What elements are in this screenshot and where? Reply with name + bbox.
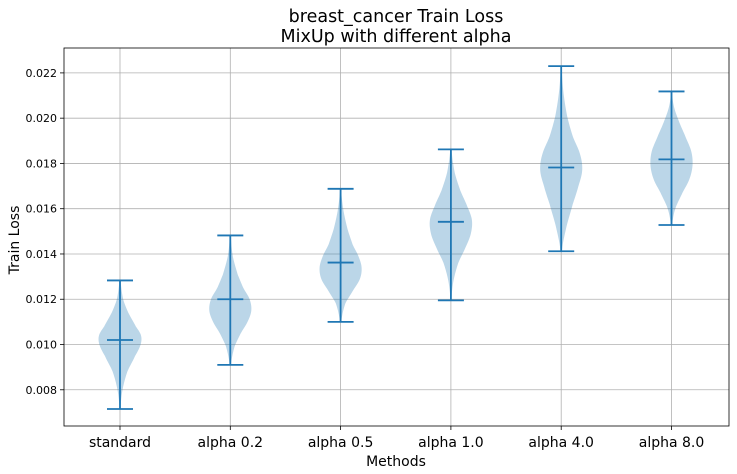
y-tick-label: 0.022 <box>26 67 58 80</box>
y-tick-label: 0.016 <box>26 203 58 216</box>
y-tick-label: 0.014 <box>26 248 58 261</box>
violin-layer <box>98 65 693 410</box>
y-tick-label: 0.020 <box>26 112 58 125</box>
x-tick-label: alpha 0.2 <box>198 435 264 451</box>
y-axis-label: Train Loss <box>7 206 23 276</box>
x-tick-label: alpha 8.0 <box>639 435 705 451</box>
x-tick-label: alpha 4.0 <box>528 435 594 451</box>
y-tick-label: 0.012 <box>26 293 58 306</box>
x-axis-label: Methods <box>366 454 426 470</box>
x-tick-label: alpha 1.0 <box>418 435 484 451</box>
x-tick-label: alpha 0.5 <box>308 435 374 451</box>
grid-layer <box>64 48 729 426</box>
chart-title-line-1: breast_cancer Train Loss <box>289 7 504 27</box>
y-tick-label: 0.010 <box>26 339 58 352</box>
chart-title-line-2: MixUp with different alpha <box>281 27 512 47</box>
y-axis-ticks: 0.008 0.010 0.012 0.014 0.016 0.018 0.020 0.022 <box>26 67 64 397</box>
x-tick-label: standard <box>89 435 151 451</box>
y-tick-label: 0.008 <box>26 384 58 397</box>
x-axis-ticks: standard alpha 0.2 alpha 0.5 alpha 1.0 alpha… <box>89 426 704 451</box>
y-tick-label: 0.018 <box>26 157 58 170</box>
plot-area-frame <box>63 47 730 427</box>
